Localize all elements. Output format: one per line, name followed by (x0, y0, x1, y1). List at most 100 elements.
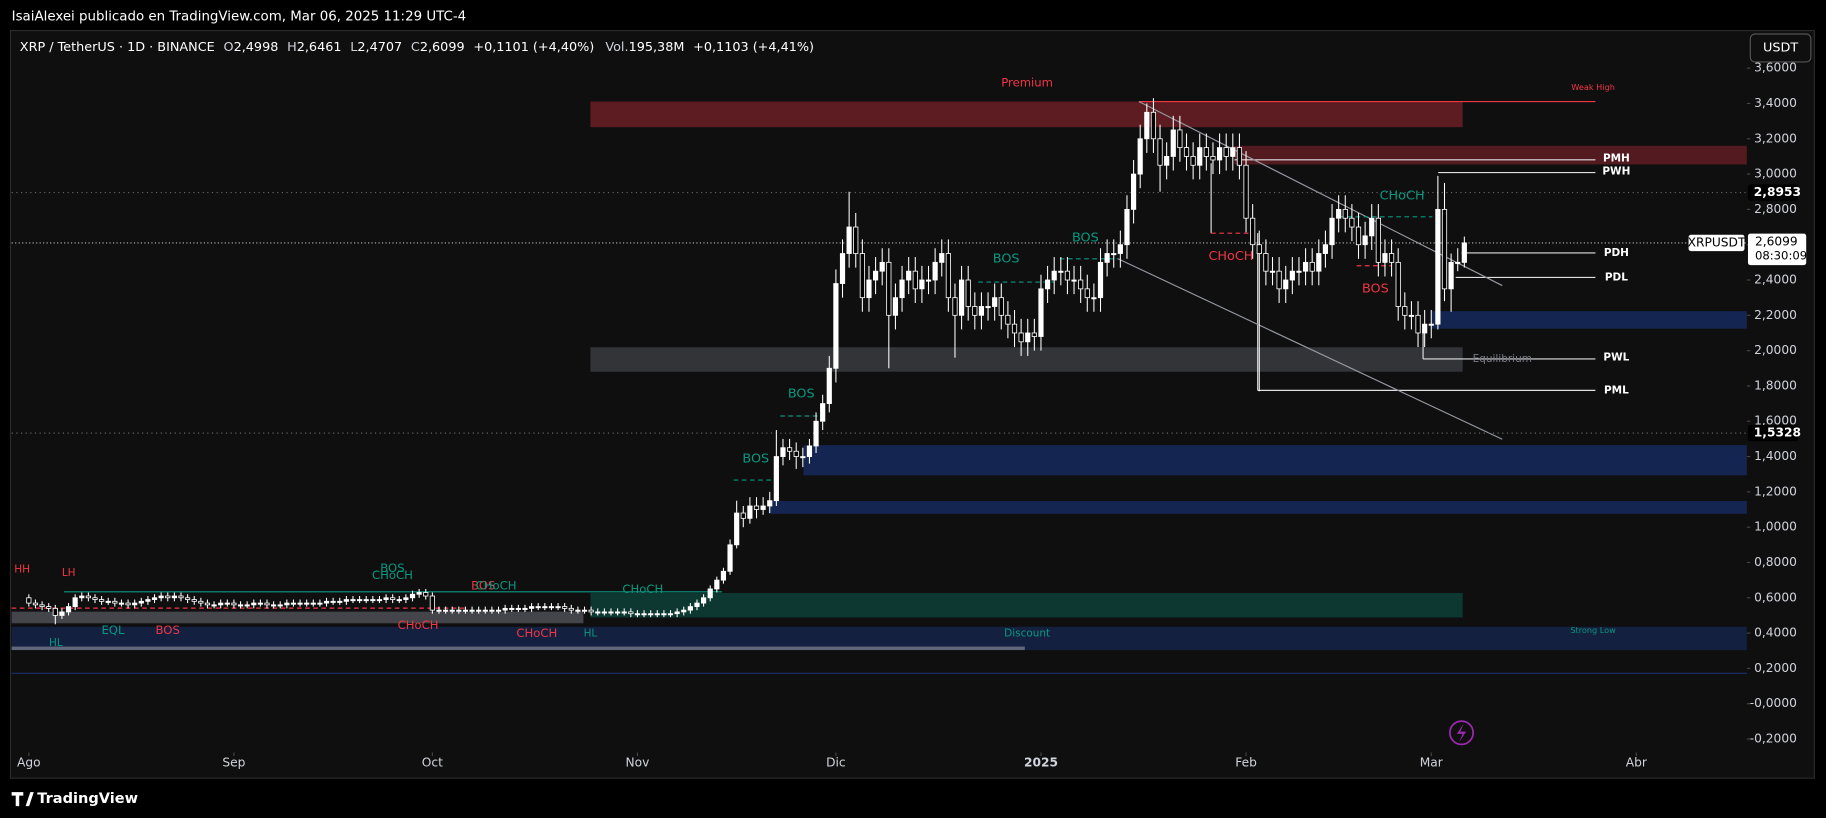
candle-body (615, 611, 621, 614)
candle-body (337, 600, 343, 603)
candle-body (502, 607, 508, 611)
candle-body (1210, 156, 1216, 161)
annotation: PML (1604, 384, 1629, 396)
candle-body (793, 450, 799, 457)
candle-body (654, 613, 660, 616)
candle-body (310, 602, 316, 605)
candle-body (32, 602, 39, 606)
candle-body (740, 512, 746, 519)
candle-body (112, 600, 118, 604)
candle-body (1402, 306, 1408, 316)
legend-change: +0,1101 (+4,40%) (473, 39, 594, 54)
candle-body (965, 279, 971, 307)
candle-body (1435, 208, 1441, 325)
candle-body (198, 600, 204, 604)
legend-value: 2,6461 (297, 39, 342, 54)
candle-body (1296, 270, 1302, 273)
candle-body (899, 279, 905, 299)
candle-body (1097, 261, 1104, 299)
candle-body (1395, 261, 1401, 307)
currency-button[interactable] (1749, 33, 1812, 63)
annotation: HL (49, 637, 63, 649)
candle-body (185, 597, 191, 600)
legend-value: 2,4998 (234, 39, 279, 54)
y-tick-label: 1,8000 (1754, 378, 1797, 392)
annotation: CHoCH (622, 582, 663, 596)
price-tag (1747, 233, 1807, 266)
candle-body (204, 602, 211, 606)
discount-zone (590, 592, 1463, 618)
candle-body (456, 609, 462, 612)
x-tick-label: Mar (1420, 756, 1444, 770)
annotation: CHoCH (1208, 249, 1253, 264)
candle-body (813, 420, 819, 447)
candle-body (1197, 147, 1203, 166)
candle-body (489, 609, 495, 612)
candle-body (806, 445, 813, 457)
annotation: PWL (1603, 352, 1629, 364)
candle-body (727, 544, 733, 572)
candle-body (1236, 147, 1243, 166)
candle-body (872, 270, 879, 281)
candle-body (1144, 111, 1150, 140)
candle-body (1415, 314, 1421, 334)
candle-body (290, 602, 297, 605)
candle-body (436, 609, 442, 612)
candle-body (1025, 332, 1031, 343)
candle-body (548, 606, 555, 609)
demand-zone (768, 500, 1747, 514)
candle-body (1362, 235, 1368, 246)
candle-body (1223, 147, 1229, 157)
candle-body (132, 602, 138, 606)
candle-body (1157, 138, 1163, 166)
candle-body (681, 609, 687, 613)
candle-body (125, 602, 131, 606)
candle-body (919, 279, 925, 290)
candle-body (330, 600, 336, 603)
candle-body (1250, 217, 1256, 246)
candle-body (1091, 297, 1097, 300)
candle-body (820, 403, 826, 422)
candle-body (145, 599, 151, 602)
candle-body (85, 595, 91, 599)
candle-body (1322, 244, 1329, 254)
candle-body (403, 597, 409, 600)
candle-body (773, 456, 779, 502)
candle-body (1441, 208, 1448, 290)
trend-line (1138, 101, 1503, 287)
legend-key: L (350, 39, 358, 54)
annotation: CHoCH (1380, 188, 1425, 203)
candle-body (892, 297, 899, 316)
candle-body (767, 500, 773, 507)
candle-body (171, 595, 177, 599)
candle-body (165, 595, 171, 599)
candle-body (555, 606, 561, 609)
event-icon[interactable] (1448, 720, 1475, 746)
candle-body (694, 602, 700, 608)
annotation: BOS (1362, 282, 1389, 297)
annotation: PWH (1602, 165, 1630, 177)
candle-body (866, 279, 872, 299)
published-note: IsaiAlexei publicado en TradingView.com,… (12, 10, 467, 25)
annotation: BOS (380, 561, 404, 575)
candle-body (218, 602, 224, 606)
annotation: PDH (1604, 247, 1629, 259)
candle-body (264, 602, 270, 606)
candle-body (1104, 253, 1110, 263)
candle-body (707, 588, 713, 599)
candle-body (1269, 270, 1276, 273)
candle-body (462, 609, 469, 612)
candle-body (1388, 253, 1395, 263)
candle-body (1078, 279, 1084, 290)
candle-body (747, 505, 753, 519)
candle-body (958, 279, 965, 316)
candle-body (667, 613, 674, 616)
legend-value: 195,38M (629, 39, 685, 54)
currency-label[interactable]: USDT (1763, 40, 1798, 55)
candle-body (1124, 208, 1130, 246)
y-tick-label: 1,2000 (1754, 484, 1797, 498)
candle-body (800, 456, 806, 459)
candle-body (99, 599, 105, 602)
